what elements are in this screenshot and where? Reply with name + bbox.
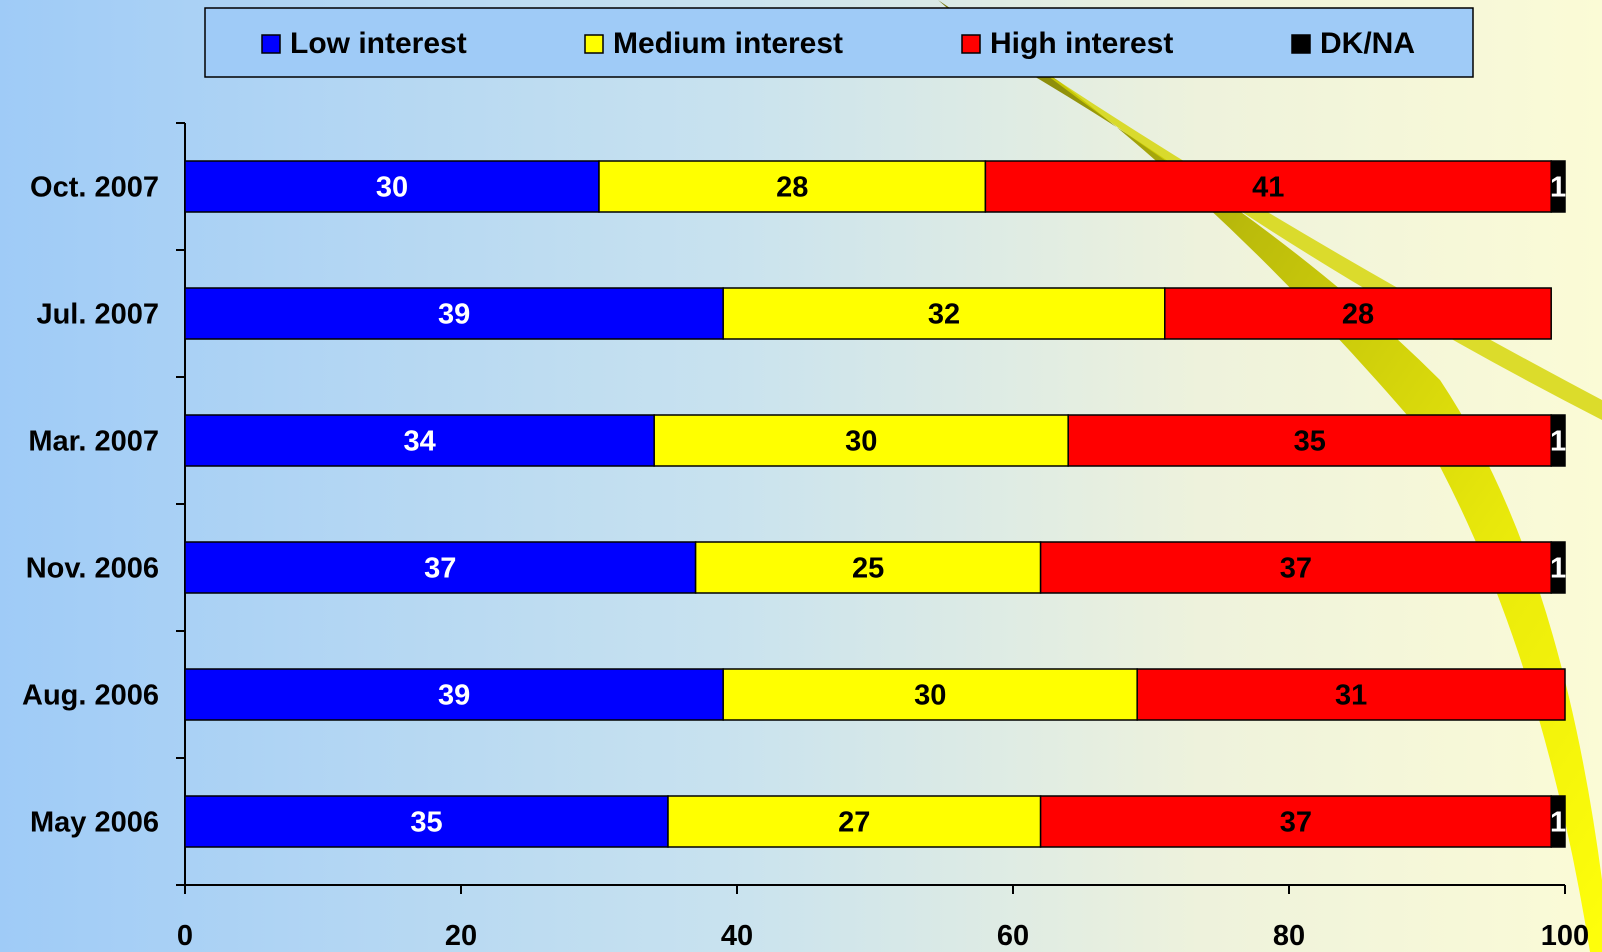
legend-swatch bbox=[584, 34, 604, 54]
bar-segment bbox=[1550, 160, 1566, 213]
decorative-swoosh bbox=[938, 0, 1602, 952]
bar-segment bbox=[1039, 795, 1552, 848]
bar-segment bbox=[184, 287, 724, 340]
category-label: May 2006 bbox=[30, 807, 159, 839]
bar-segment bbox=[184, 541, 697, 594]
category-label: Mar. 2007 bbox=[28, 426, 159, 458]
data-label: 28 bbox=[1342, 299, 1374, 331]
data-label: 41 bbox=[1252, 172, 1284, 204]
data-label: 1 bbox=[1550, 807, 1566, 839]
bar-segment bbox=[1164, 287, 1552, 340]
legend: Low interest Medium interest High interest… bbox=[204, 7, 1474, 78]
data-label: 39 bbox=[438, 299, 470, 331]
data-label: 39 bbox=[438, 680, 470, 712]
data-label: 35 bbox=[410, 807, 442, 839]
x-tick-label: 40 bbox=[721, 920, 753, 952]
x-tick-label: 80 bbox=[1273, 920, 1305, 952]
bar-segment bbox=[1550, 541, 1566, 594]
legend-swatch bbox=[961, 34, 981, 54]
bar-segment bbox=[667, 795, 1042, 848]
data-label: 37 bbox=[1280, 553, 1312, 585]
data-label: 34 bbox=[403, 426, 435, 458]
data-label: 1 bbox=[1550, 426, 1566, 458]
data-label: 32 bbox=[928, 299, 960, 331]
legend-swatch bbox=[261, 34, 281, 54]
bar-segment bbox=[722, 287, 1166, 340]
legend-entry: High interest bbox=[990, 27, 1173, 60]
data-label: 31 bbox=[1335, 680, 1367, 712]
data-label: 1 bbox=[1550, 553, 1566, 585]
data-label: 37 bbox=[424, 553, 456, 585]
data-label: 35 bbox=[1294, 426, 1326, 458]
data-label: 1 bbox=[1550, 172, 1566, 204]
bar-segment bbox=[1039, 541, 1552, 594]
x-tick-label: 100 bbox=[1541, 920, 1589, 952]
legend-entry: DK/NA bbox=[1320, 27, 1415, 60]
x-tick-label: 20 bbox=[445, 920, 477, 952]
category-label: Oct. 2007 bbox=[30, 172, 159, 204]
category-label: Jul. 2007 bbox=[36, 299, 159, 331]
value-labels: 30 28 41 1 39 32 28 34 30 35 1 37 25 37 1 39 30 31 35 27 37 1 bbox=[376, 172, 1566, 839]
data-label: 28 bbox=[776, 172, 808, 204]
legend-swatch bbox=[1291, 34, 1311, 54]
data-label: 37 bbox=[1280, 807, 1312, 839]
data-label: 27 bbox=[838, 807, 870, 839]
axes: 0 20 40 60 80 100 Oct. 2007 Jul. 2007 Mar. 2007 N… bbox=[22, 122, 1589, 952]
category-label: Nov. 2006 bbox=[26, 553, 159, 585]
data-label: 30 bbox=[914, 680, 946, 712]
bar-segment bbox=[1136, 668, 1566, 721]
bar-segment bbox=[1550, 795, 1566, 848]
bar-segment bbox=[1550, 414, 1566, 467]
data-label: 25 bbox=[852, 553, 884, 585]
x-tick-label: 60 bbox=[997, 920, 1029, 952]
legend-entry: Medium interest bbox=[613, 27, 843, 60]
bar-segment bbox=[598, 160, 987, 213]
bars bbox=[184, 160, 1566, 848]
data-label: 30 bbox=[845, 426, 877, 458]
bar-segment bbox=[184, 795, 669, 848]
x-tick-label: 0 bbox=[177, 920, 193, 952]
bar-segment bbox=[1067, 414, 1552, 467]
data-label: 30 bbox=[376, 172, 408, 204]
legend-entry: Low interest bbox=[290, 27, 467, 60]
category-label: Aug. 2006 bbox=[22, 680, 159, 712]
bar-segment bbox=[184, 160, 600, 213]
legend-box bbox=[204, 7, 1474, 78]
bar-segment bbox=[184, 414, 655, 467]
